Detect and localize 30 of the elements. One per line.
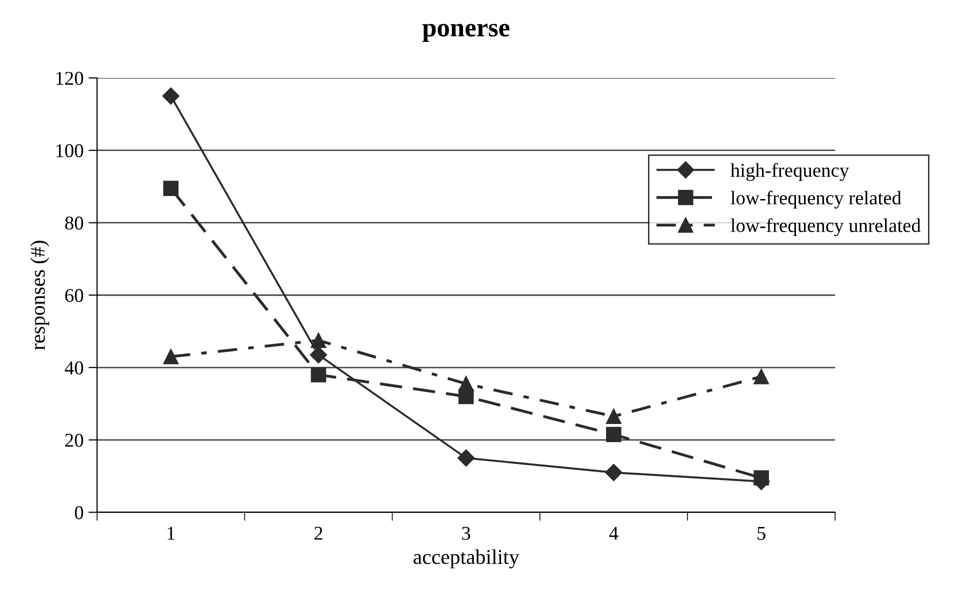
point (162, 87, 180, 105)
x-tick-label: 3 (462, 526, 470, 540)
point (310, 332, 326, 348)
y-axis-title: responses (#) (30, 240, 50, 350)
point (605, 464, 622, 482)
point (754, 368, 769, 384)
point (458, 388, 474, 404)
point (310, 367, 326, 382)
point (310, 346, 328, 364)
y-tick-label: 120 (56, 72, 84, 85)
point (163, 180, 179, 196)
point (606, 426, 622, 442)
chart-title: ponerse (422, 24, 510, 42)
x-tick-label: 1 (168, 526, 175, 540)
x-tick-label: 5 (758, 526, 766, 540)
y-tick-label: 100 (56, 144, 84, 158)
y-tick-label: 60 (65, 288, 84, 302)
y-tick-label: 80 (65, 216, 84, 230)
point (163, 349, 179, 364)
point (458, 449, 475, 467)
legend-label: low-frequency unrelated (730, 218, 921, 236)
point (606, 408, 622, 424)
legend-label: high-frequency (730, 163, 850, 181)
y-tick-label: 20 (65, 434, 84, 447)
y-tick-label: 0 (74, 506, 84, 520)
x-tick-label: 2 (314, 526, 322, 540)
y-tick-label: 40 (64, 361, 84, 374)
x-tick-label: 4 (609, 526, 618, 540)
legend-label: low-frequency related (730, 190, 902, 209)
x-axis-title: acceptability (414, 549, 520, 568)
